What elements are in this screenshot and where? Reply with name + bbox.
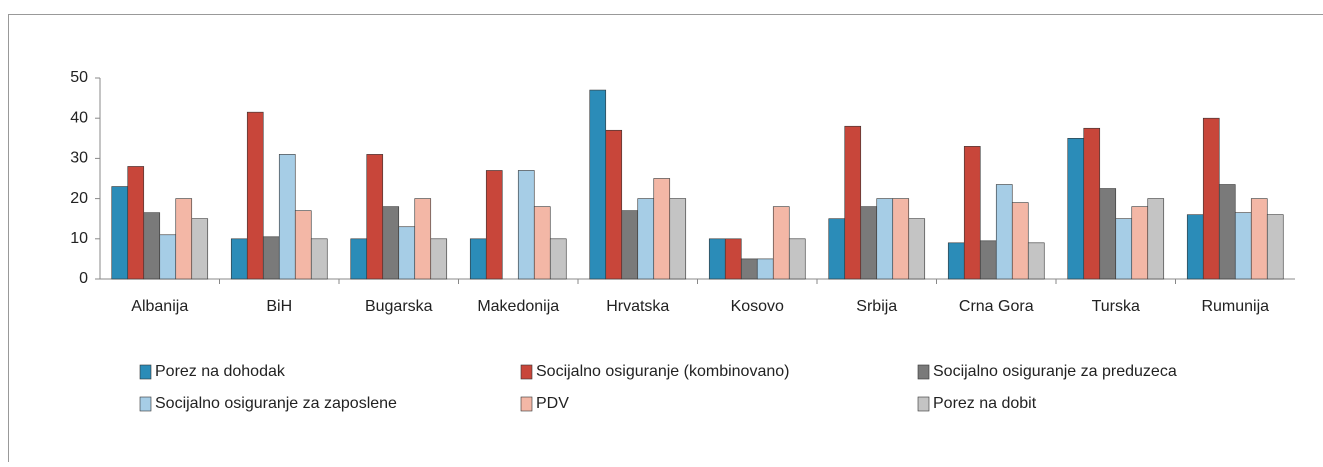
bar xyxy=(486,170,502,279)
x-tick-label: Makedonija xyxy=(477,298,559,315)
bar xyxy=(1116,219,1132,279)
bar xyxy=(415,199,431,279)
bar xyxy=(638,199,654,279)
bar xyxy=(128,166,144,279)
legend-swatch xyxy=(918,397,929,411)
legend-label: Porez na dobit xyxy=(933,395,1037,412)
bar xyxy=(1012,203,1028,279)
bar xyxy=(861,207,877,279)
bar xyxy=(1267,215,1283,279)
bar xyxy=(279,154,295,279)
bar xyxy=(247,112,263,279)
x-tick-label: Srbija xyxy=(856,298,897,315)
x-tick-label: Bugarska xyxy=(365,298,433,315)
bar xyxy=(909,219,925,279)
y-tick-label: 50 xyxy=(70,69,88,86)
bar xyxy=(550,239,566,279)
bar xyxy=(1187,215,1203,279)
bar xyxy=(192,219,208,279)
bar xyxy=(654,179,670,280)
bar xyxy=(773,207,789,279)
legend-swatch xyxy=(918,365,929,379)
bar xyxy=(948,243,964,279)
x-tick-label: Rumunija xyxy=(1201,298,1269,315)
x-tick-label: Crna Gora xyxy=(959,298,1034,315)
bar xyxy=(1219,185,1235,279)
y-tick-label: 30 xyxy=(70,150,88,167)
bar xyxy=(622,211,638,279)
bar xyxy=(112,187,128,279)
x-tick-label: Albanija xyxy=(131,298,188,315)
legend-label: Socijalno osiguranje za zaposlene xyxy=(155,395,397,412)
bar xyxy=(1100,189,1116,279)
y-tick-label: 10 xyxy=(70,230,88,247)
bar xyxy=(709,239,725,279)
y-tick-label: 20 xyxy=(70,190,88,207)
bar xyxy=(964,146,980,279)
y-tick-label: 40 xyxy=(70,109,88,126)
bar xyxy=(741,259,757,279)
legend-swatch xyxy=(521,397,532,411)
legend-label: PDV xyxy=(536,395,569,412)
bar xyxy=(399,227,415,279)
bar xyxy=(789,239,805,279)
bar xyxy=(996,185,1012,279)
bar xyxy=(1068,138,1084,279)
bar xyxy=(1235,213,1251,279)
bar xyxy=(980,241,996,279)
x-tick-label: Kosovo xyxy=(731,298,784,315)
bar xyxy=(757,259,773,279)
bar xyxy=(877,199,893,279)
bar xyxy=(231,239,247,279)
bar xyxy=(470,239,486,279)
x-tick-label: Hrvatska xyxy=(606,298,669,315)
bar xyxy=(311,239,327,279)
bar xyxy=(1132,207,1148,279)
bar xyxy=(1148,199,1164,279)
x-tick-label: Turska xyxy=(1092,298,1140,315)
bar xyxy=(1203,118,1219,279)
bar xyxy=(829,219,845,279)
bar xyxy=(431,239,447,279)
bar xyxy=(1028,243,1044,279)
bar xyxy=(725,239,741,279)
legend-swatch xyxy=(521,365,532,379)
bar xyxy=(1251,199,1267,279)
legend-swatch xyxy=(140,397,151,411)
bar xyxy=(893,199,909,279)
bar xyxy=(1084,128,1100,279)
bar xyxy=(606,130,622,279)
y-tick-label: 0 xyxy=(79,270,88,287)
bar xyxy=(518,170,534,279)
bar xyxy=(144,213,160,279)
bar xyxy=(534,207,550,279)
legend-label: Socijalno osiguranje za preduzeca xyxy=(933,363,1177,380)
x-tick-label: BiH xyxy=(266,298,292,315)
bar xyxy=(670,199,686,279)
bar xyxy=(590,90,606,279)
bar xyxy=(160,235,176,279)
bar xyxy=(176,199,192,279)
legend-label: Socijalno osiguranje (kombinovano) xyxy=(536,363,789,380)
bar xyxy=(351,239,367,279)
bar xyxy=(263,237,279,279)
legend-label: Porez na dohodak xyxy=(155,363,286,380)
legend-swatch xyxy=(140,365,151,379)
bar xyxy=(383,207,399,279)
bar xyxy=(295,211,311,279)
bar xyxy=(367,154,383,279)
bar xyxy=(845,126,861,279)
